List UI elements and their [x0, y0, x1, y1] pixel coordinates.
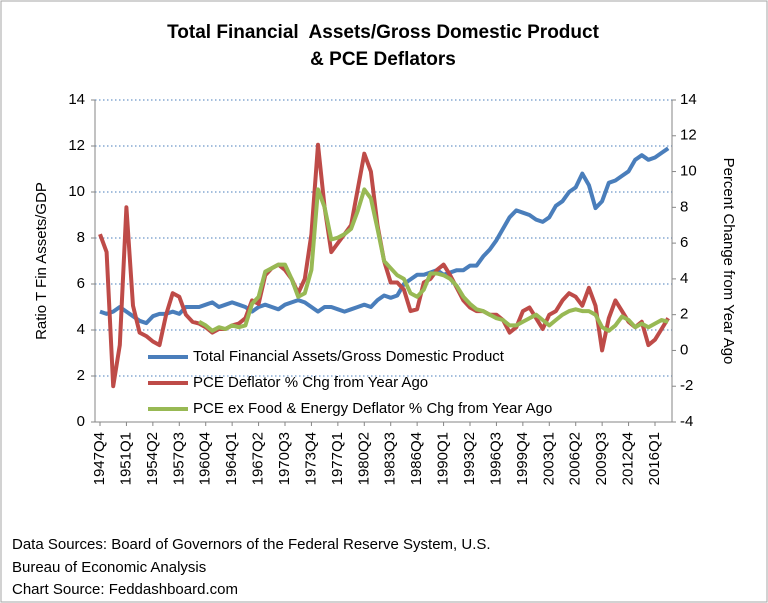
y-tick-label: 14	[68, 91, 85, 108]
x-tick-label: 1996Q3	[487, 432, 504, 485]
chart-title: Total Financial Assets/Gross Domestic Pr…	[167, 22, 600, 43]
x-tick-label: 1947Q4	[91, 432, 108, 485]
x-tick-label: 1970Q3	[276, 432, 293, 485]
x-tick-label: 2016Q1	[646, 432, 663, 485]
series-line	[99, 146, 670, 326]
x-tick-label: 1967Q2	[250, 432, 267, 485]
x-tick-label: 2012Q4	[620, 432, 637, 485]
x-tick-label: 1993Q2	[461, 432, 478, 485]
x-tick-label: 1960Q4	[197, 432, 214, 485]
x-tick-label: 1999Q4	[514, 432, 531, 485]
y-tick-label: 8	[77, 229, 85, 246]
chart-title: & PCE Deflators	[310, 49, 456, 70]
x-tick-label: 1954Q2	[144, 432, 161, 485]
y2-tick-label: 8	[680, 198, 688, 215]
y-tick-label: 2	[77, 367, 85, 384]
x-tick-label: 1973Q4	[302, 432, 319, 485]
x-tick-label: 2003Q1	[540, 432, 557, 485]
x-tick-label: 1951Q1	[117, 432, 134, 485]
x-tick-label: 1980Q2	[355, 432, 372, 485]
y2-tick-label: 6	[680, 234, 688, 251]
x-tick-label: 1964Q1	[223, 432, 240, 485]
y2-tick-label: -4	[680, 413, 693, 430]
y-tick-label: 6	[77, 275, 85, 292]
y-tick-label: 10	[68, 183, 85, 200]
legend-label: PCE ex Food & Energy Deflator % Chg from…	[193, 400, 552, 417]
source-note: Data Sources: Board of Governors of the …	[12, 536, 491, 553]
series-line	[198, 187, 669, 333]
x-tick-label: 1957Q3	[170, 432, 187, 485]
x-tick-label: 1986Q4	[408, 432, 425, 485]
legend-label: PCE Deflator % Chg from Year Ago	[193, 374, 428, 391]
y2-tick-label: 10	[680, 163, 697, 180]
x-tick-label: 1983Q3	[382, 432, 399, 485]
y2-tick-label: 12	[680, 127, 697, 144]
y-tick-label: 0	[77, 413, 85, 430]
source-note: Chart Source: Feddashboard.com	[12, 581, 238, 598]
y2-tick-label: -2	[680, 377, 693, 394]
x-tick-label: 1990Q1	[435, 432, 452, 485]
y-tick-label: 4	[77, 321, 85, 338]
y-axis-title: Ratio T Fin Assets/GDP	[33, 182, 50, 340]
y2-tick-label: 2	[680, 306, 688, 323]
y2-axis-title: Percent Change from Year Ago	[720, 158, 737, 365]
y2-tick-label: 0	[680, 341, 688, 358]
x-tick-label: 2006Q2	[567, 432, 584, 485]
legend-label: Total Financial Assets/Gross Domestic Pr…	[193, 348, 505, 365]
y2-tick-label: 14	[680, 91, 697, 108]
x-tick-label: 1977Q1	[329, 432, 346, 485]
y-tick-label: 12	[68, 137, 85, 154]
source-note: Bureau of Economic Analysis	[12, 559, 206, 576]
x-tick-label: 2009Q3	[593, 432, 610, 485]
y2-tick-label: 4	[680, 270, 688, 287]
